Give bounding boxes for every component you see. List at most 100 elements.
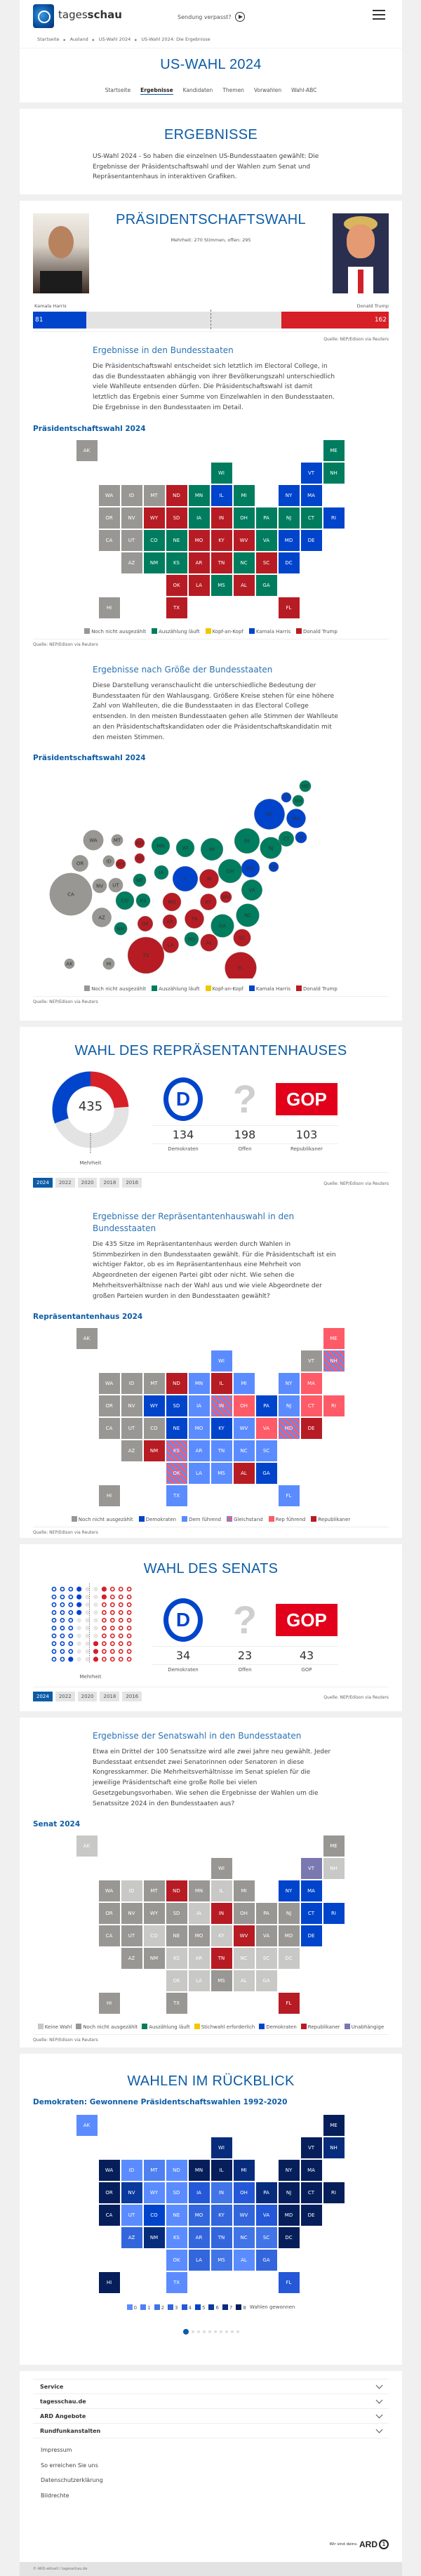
state-nm[interactable]: NM	[143, 1440, 165, 1462]
state-fl[interactable]: FL	[278, 1485, 300, 1507]
state-wi[interactable]: WI	[210, 1858, 232, 1880]
state-wv[interactable]: WV	[233, 2205, 255, 2226]
state-ut[interactable]: UT	[121, 529, 142, 551]
state-mn[interactable]: MN	[188, 2160, 210, 2181]
year-button[interactable]: 2022	[55, 1178, 75, 1188]
state-ar[interactable]: AR	[188, 552, 210, 573]
state-ny[interactable]: NY	[278, 1373, 300, 1395]
bubble-ia[interactable]: IA	[154, 865, 169, 880]
state-tx[interactable]: TX	[166, 2272, 187, 2293]
bubble-ok[interactable]: OK	[137, 916, 154, 932]
state-oh[interactable]: OH	[233, 507, 255, 529]
state-ga[interactable]: GA	[255, 1463, 277, 1485]
state-vt[interactable]: VT	[300, 1350, 322, 1372]
state-ri[interactable]: RI	[323, 1395, 345, 1417]
state-al[interactable]: AL	[233, 1970, 255, 1992]
state-ok[interactable]: OK	[166, 2250, 187, 2271]
bubble-id[interactable]: ID	[102, 855, 115, 868]
state-wy[interactable]: WY	[143, 507, 165, 529]
state-dc[interactable]: DC	[278, 552, 300, 573]
state-de[interactable]: DE	[300, 1418, 322, 1440]
state-vt[interactable]: VT	[300, 2137, 322, 2158]
state-ut[interactable]: UT	[121, 1925, 142, 1947]
state-wi[interactable]: WI	[210, 462, 232, 484]
carousel-dot[interactable]	[182, 2329, 189, 2335]
bubble-il[interactable]: IL	[172, 866, 199, 892]
state-md[interactable]: MD	[278, 529, 300, 551]
footer-section-tagesschau[interactable]: tagesschau.de	[33, 2394, 389, 2409]
state-mt[interactable]: MT	[143, 1880, 165, 1902]
state-al[interactable]: AL	[233, 1463, 255, 1485]
state-oh[interactable]: OH	[233, 1903, 255, 1925]
state-mi[interactable]: MI	[233, 1880, 255, 1902]
bubble-ct[interactable]: CT	[278, 831, 295, 847]
carousel-dot[interactable]	[230, 2330, 234, 2333]
state-hi[interactable]: HI	[98, 2272, 120, 2293]
state-sc[interactable]: SC	[255, 1440, 277, 1462]
state-pa[interactable]: PA	[255, 2182, 277, 2203]
state-de[interactable]: DE	[300, 1925, 322, 1947]
breadcrumb-item[interactable]: Ausland	[69, 36, 88, 42]
carousel-dot[interactable]	[213, 2330, 217, 2333]
carousel-dot[interactable]	[202, 2330, 206, 2333]
bubble-ri[interactable]: RI	[295, 831, 307, 844]
bubble-mn[interactable]: MN	[151, 837, 171, 856]
bubble-nm[interactable]: NM	[114, 922, 128, 936]
state-nm[interactable]: NM	[143, 552, 165, 573]
state-az[interactable]: AZ	[121, 2227, 142, 2248]
bubble-sc[interactable]: SC	[233, 929, 251, 947]
state-sd[interactable]: SD	[166, 1395, 187, 1417]
carousel-dot[interactable]	[196, 2330, 200, 2333]
state-hi[interactable]: HI	[98, 1993, 120, 2014]
state-ma[interactable]: MA	[300, 1880, 322, 1902]
state-md[interactable]: MD	[278, 1925, 300, 1947]
breadcrumb-item[interactable]: US-Wahl 2024	[98, 36, 131, 42]
state-ar[interactable]: AR	[188, 1440, 210, 1462]
state-ut[interactable]: UT	[121, 2205, 142, 2226]
state-sd[interactable]: SD	[166, 507, 187, 529]
tab-themen[interactable]: Themen	[222, 87, 244, 93]
state-nm[interactable]: NM	[143, 2227, 165, 2248]
state-ca[interactable]: CA	[98, 1418, 120, 1440]
state-nc[interactable]: NC	[233, 2227, 255, 2248]
state-ct[interactable]: CT	[300, 507, 322, 529]
state-nh[interactable]: NH	[323, 2137, 345, 2158]
state-tn[interactable]: TN	[210, 2227, 232, 2248]
state-nc[interactable]: NC	[233, 1948, 255, 1970]
state-id[interactable]: ID	[121, 484, 142, 506]
state-mn[interactable]: MN	[188, 1880, 210, 1902]
year-button[interactable]: 2024	[33, 1692, 53, 1701]
bubble-wv[interactable]: WV	[220, 891, 232, 903]
bubble-mt[interactable]: MT	[111, 834, 123, 847]
state-id[interactable]: ID	[121, 2160, 142, 2181]
bubble-nj[interactable]: NJ	[260, 837, 282, 859]
state-wv[interactable]: WV	[233, 1925, 255, 1947]
state-nc[interactable]: NC	[233, 1440, 255, 1462]
bubble-hi[interactable]: HI	[102, 957, 115, 970]
tab-ergebnisse[interactable]: Ergebnisse	[140, 87, 173, 95]
state-mo[interactable]: MO	[188, 1418, 210, 1440]
state-ia[interactable]: IA	[188, 2182, 210, 2203]
menu-hamburger-icon[interactable]	[373, 10, 385, 20]
year-button[interactable]: 2018	[100, 1178, 120, 1188]
state-ak[interactable]: AK	[76, 1835, 98, 1857]
state-nv[interactable]: NV	[121, 1903, 142, 1925]
state-ma[interactable]: MA	[300, 1373, 322, 1395]
state-nh[interactable]: NH	[323, 1858, 345, 1880]
state-ny[interactable]: NY	[278, 484, 300, 506]
state-ri[interactable]: RI	[323, 2182, 345, 2203]
state-sc[interactable]: SC	[255, 1948, 277, 1970]
carousel-dot[interactable]	[208, 2330, 211, 2333]
state-wa[interactable]: WA	[98, 2160, 120, 2181]
state-la[interactable]: LA	[188, 1970, 210, 1992]
state-me[interactable]: ME	[323, 1835, 345, 1857]
bubble-nv[interactable]: NV	[92, 878, 107, 894]
state-ms[interactable]: MS	[210, 2250, 232, 2271]
state-de[interactable]: DE	[300, 2205, 322, 2226]
state-md[interactable]: MD	[278, 1418, 300, 1440]
state-ks[interactable]: KS	[166, 1948, 187, 1970]
carousel-dot[interactable]	[219, 2330, 222, 2333]
tagesschau-logo-icon[interactable]	[33, 4, 54, 28]
state-in[interactable]: IN	[210, 507, 232, 529]
state-ks[interactable]: KS	[166, 2227, 187, 2248]
